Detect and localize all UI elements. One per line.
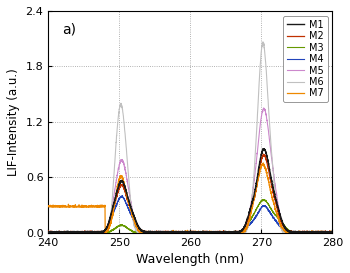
M5: [155, 231, 159, 234]
M2: [325, 231, 329, 234]
M6: [46, 231, 50, 234]
M1: [330, 231, 335, 234]
M1: [168, 231, 172, 234]
M6: [294, 231, 299, 234]
M2: [46, 229, 50, 233]
M7: [168, 230, 172, 234]
M6: [167, 231, 172, 234]
M3: [325, 231, 329, 234]
M2: [79, 230, 83, 233]
M7: [325, 231, 329, 234]
M2: [330, 231, 335, 234]
X-axis label: Wavelength (nm): Wavelength (nm): [136, 253, 244, 266]
M5: [330, 231, 335, 234]
M4: [120, 194, 125, 197]
M1: [79, 230, 83, 234]
Line: M1: M1: [48, 149, 332, 233]
M2: [47, 231, 51, 234]
M6: [325, 231, 329, 234]
M5: [325, 231, 329, 234]
M3: [330, 231, 335, 234]
Line: M4: M4: [48, 196, 332, 233]
M2: [96, 231, 100, 234]
M5: [96, 231, 100, 234]
M7: [139, 231, 143, 234]
M3: [167, 231, 172, 234]
M3: [155, 231, 159, 234]
M4: [325, 231, 329, 234]
M6: [330, 230, 335, 233]
M2: [155, 231, 159, 234]
M5: [79, 231, 83, 234]
Y-axis label: LIF-Intensity (a.u.): LIF-Intensity (a.u.): [7, 68, 20, 176]
M4: [294, 231, 299, 234]
M3: [96, 231, 100, 234]
M4: [155, 231, 160, 234]
Line: M3: M3: [48, 200, 332, 233]
M1: [48, 231, 52, 234]
M1: [325, 230, 329, 233]
M4: [168, 231, 172, 234]
M6: [78, 231, 83, 234]
M5: [46, 231, 50, 234]
M6: [155, 231, 159, 234]
M3: [294, 231, 299, 234]
M5: [168, 231, 172, 234]
M6: [96, 231, 100, 234]
M5: [261, 106, 266, 109]
M7: [78, 205, 83, 208]
M3: [46, 231, 50, 234]
M5: [294, 231, 299, 234]
M5: [46, 231, 50, 234]
M2: [168, 231, 172, 234]
M7: [46, 204, 50, 207]
M1: [155, 231, 159, 234]
M7: [330, 231, 335, 234]
M4: [79, 231, 83, 234]
Text: a): a): [62, 22, 76, 36]
Line: M5: M5: [48, 108, 332, 233]
M7: [294, 231, 299, 234]
M3: [262, 198, 266, 201]
M4: [46, 230, 50, 234]
M1: [46, 230, 50, 233]
M4: [96, 231, 100, 234]
M6: [261, 40, 265, 43]
M3: [78, 231, 83, 234]
M7: [261, 161, 265, 165]
M7: [96, 204, 100, 207]
Legend: M1, M2, M3, M4, M5, M6, M7: M1, M2, M3, M4, M5, M6, M7: [283, 16, 328, 102]
M1: [294, 230, 299, 233]
M1: [261, 147, 266, 150]
M7: [155, 231, 159, 234]
M4: [330, 231, 335, 234]
Line: M2: M2: [48, 154, 332, 233]
Line: M6: M6: [48, 42, 332, 233]
M4: [46, 231, 50, 234]
M2: [294, 231, 299, 234]
Line: M7: M7: [48, 163, 332, 233]
M1: [96, 230, 100, 234]
M2: [261, 153, 265, 156]
